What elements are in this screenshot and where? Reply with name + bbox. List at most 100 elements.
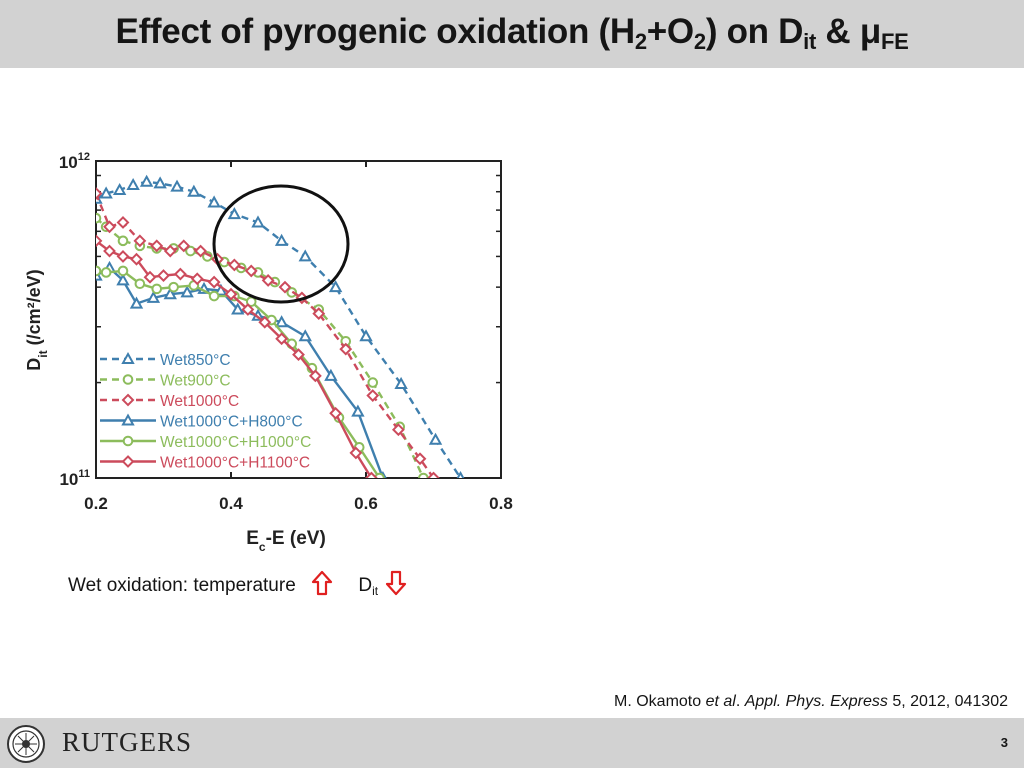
data-point xyxy=(227,207,242,220)
footer-bar: RUTGERS 3 xyxy=(0,718,1024,768)
legend-marker xyxy=(122,374,134,385)
title-subscript: it xyxy=(803,29,816,54)
title-text: & μ xyxy=(816,12,881,51)
legend-marker xyxy=(121,413,135,426)
data-point xyxy=(150,239,164,253)
data-point xyxy=(298,329,312,342)
hollow-down-arrow-icon xyxy=(385,570,407,602)
data-point xyxy=(364,471,378,478)
legend-label: Wet900°C xyxy=(160,373,231,390)
reference: M. Okamoto et al. Appl. Phys. Express 5,… xyxy=(614,693,1008,710)
data-point xyxy=(391,423,405,437)
data-point xyxy=(251,215,265,228)
data-point xyxy=(207,275,221,289)
data-point xyxy=(359,329,373,342)
data-point xyxy=(274,315,289,328)
data-point xyxy=(129,296,144,309)
data-point xyxy=(292,348,305,362)
data-point xyxy=(427,471,440,478)
series-wet850-c xyxy=(96,174,465,478)
data-point xyxy=(308,369,322,383)
data-point xyxy=(275,332,289,346)
data-point xyxy=(103,220,116,234)
legend: Wet850°C Wet900°C Wet1000°C Wet1000°C+H800°… xyxy=(100,351,311,472)
data-point xyxy=(133,234,147,248)
rutgers-wordmark: RUTGERS xyxy=(62,727,193,757)
data-point xyxy=(329,406,343,420)
title-bar: Effect of pyrogenic oxidation (H2+O2) on… xyxy=(0,0,1024,68)
caption: Wet oxidation: temperature Dit xyxy=(68,570,407,602)
data-point xyxy=(456,470,465,478)
title-text: ) on D xyxy=(705,12,804,51)
data-point xyxy=(168,281,179,293)
data-point xyxy=(244,264,258,278)
legend-marker xyxy=(121,393,135,407)
data-point xyxy=(153,176,167,189)
data-point xyxy=(134,278,146,290)
data-point xyxy=(139,174,154,187)
data-point xyxy=(100,267,112,278)
data-point xyxy=(374,472,385,478)
data-point xyxy=(413,452,427,466)
x-tick-label: 0.2 xyxy=(84,494,108,513)
series-layer xyxy=(96,174,465,478)
data-point xyxy=(366,389,380,402)
x-tick-label: 0.6 xyxy=(354,494,378,513)
data-point xyxy=(349,446,363,460)
data-point xyxy=(117,265,129,277)
data-point xyxy=(231,302,245,315)
page-number: 3 xyxy=(1000,735,1008,750)
data-point xyxy=(112,182,127,196)
data-point xyxy=(339,342,353,356)
data-point xyxy=(241,303,255,316)
legend-label: Wet850°C xyxy=(160,352,231,369)
legend-label: Wet1000°C+H800°C xyxy=(160,414,303,431)
legend-label: Wet1000°C+H1100°C xyxy=(160,455,310,472)
data-point xyxy=(312,307,326,321)
legend-marker xyxy=(121,351,135,364)
data-point xyxy=(180,285,194,298)
title-subscript: 2 xyxy=(693,29,706,54)
data-point xyxy=(224,287,238,301)
data-point xyxy=(157,269,170,283)
title-subscript: 2 xyxy=(634,29,647,54)
data-point xyxy=(207,195,221,208)
data-point xyxy=(187,184,201,197)
data-point xyxy=(324,368,338,381)
data-point xyxy=(163,244,177,258)
legend-marker xyxy=(122,435,134,447)
hollow-up-arrow-icon xyxy=(311,570,333,602)
data-point xyxy=(177,239,191,253)
title-text: +O xyxy=(646,12,694,51)
x-axis-label: Ec-E (eV) xyxy=(246,528,326,554)
data-point xyxy=(116,250,130,263)
data-point xyxy=(394,376,408,389)
y-tick-label: 1012 xyxy=(59,151,90,172)
legend-label: Wet1000°C xyxy=(160,393,239,410)
y-tick-label: 1011 xyxy=(59,468,90,489)
y-tick-labels: 1012 1011 xyxy=(59,151,90,489)
data-point xyxy=(258,315,272,329)
data-point xyxy=(116,273,130,286)
data-point xyxy=(99,186,113,199)
data-point xyxy=(163,287,177,300)
data-point xyxy=(261,274,275,287)
legend-label: Wet1000°C+H1000°C xyxy=(160,434,311,451)
data-point xyxy=(173,267,187,281)
highlight-circle xyxy=(212,184,350,304)
data-point xyxy=(143,270,157,284)
data-point xyxy=(170,179,184,192)
data-point xyxy=(428,432,443,445)
data-point xyxy=(130,252,143,266)
data-point xyxy=(146,290,161,303)
caption-dit: Dit xyxy=(358,575,379,599)
data-point xyxy=(96,265,102,277)
data-point xyxy=(227,258,241,272)
series-line xyxy=(96,266,384,478)
data-point xyxy=(151,283,163,295)
title-subscript: FE xyxy=(880,29,909,54)
rutgers-seal-logo xyxy=(7,725,45,763)
data-point xyxy=(190,272,204,286)
data-point xyxy=(116,216,130,229)
